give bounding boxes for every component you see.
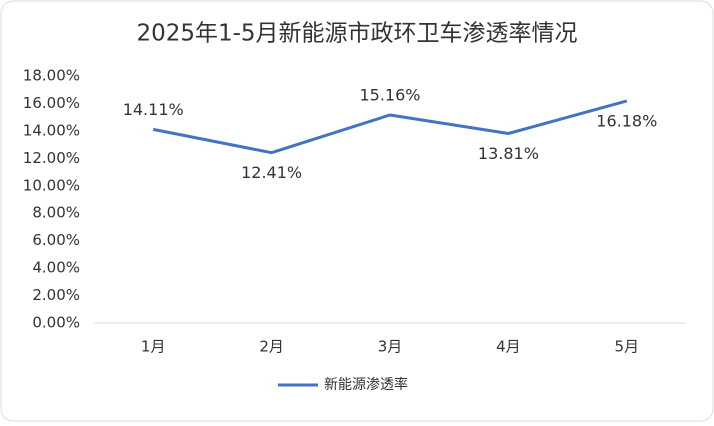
y-tick-label: 18.00% <box>23 67 80 85</box>
x-tick-label: 5月 <box>615 338 640 356</box>
x-tick-label: 4月 <box>496 338 521 356</box>
y-tick-label: 10.00% <box>23 176 80 194</box>
data-label: 16.18% <box>596 111 657 130</box>
data-label: 14.11% <box>123 100 184 119</box>
chart-title: 2025年1-5月新能源市政环卫车渗透率情况 <box>136 21 577 47</box>
data-label: 15.16% <box>359 85 420 104</box>
line <box>152 99 628 155</box>
y-tick-label: 14.00% <box>23 121 80 139</box>
legend-label: 新能源渗透率 <box>324 376 408 393</box>
x-tick-label: 2月 <box>259 338 284 356</box>
y-tick-label: 0.00% <box>32 314 80 332</box>
x-tick-label: 3月 <box>378 338 403 356</box>
data-label: 12.41% <box>241 163 302 182</box>
y-tick-label: 2.00% <box>32 286 80 304</box>
y-tick-label: 12.00% <box>23 149 80 167</box>
y-tick-label: 4.00% <box>32 259 80 277</box>
x-tick-label: 1月 <box>141 338 166 356</box>
data-label: 13.81% <box>478 144 539 163</box>
y-tick-label: 8.00% <box>32 204 80 222</box>
y-tick-label: 6.00% <box>32 231 80 249</box>
y-tick-label: 16.00% <box>23 94 80 112</box>
